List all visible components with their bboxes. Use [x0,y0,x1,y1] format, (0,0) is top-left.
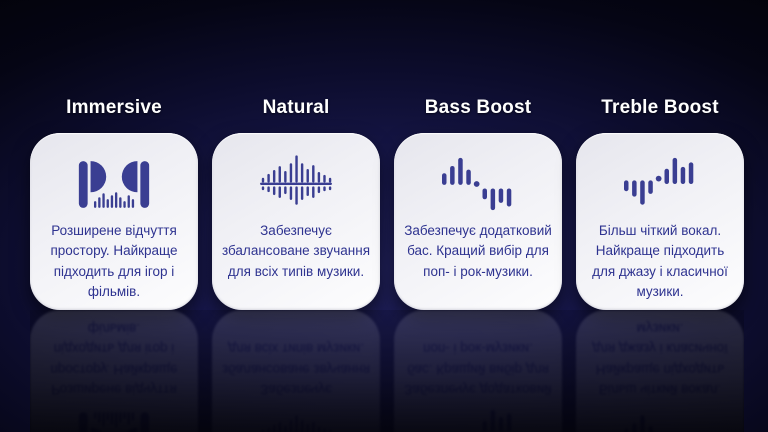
treble-boost-card[interactable]: Більш чіткий вокал. Найкраще підходить д… [576,133,744,310]
bass-boost-description: Забезпечує додатковий бас. Кращий вибір … [404,223,552,279]
immersive-description: Розширене відчуття простору. Найкраще пі… [50,223,178,299]
earbuds-immersive-icon [73,147,155,221]
sound-mode-treble-boost: Treble Boost [576,96,744,310]
sound-mode-immersive: Immersive [30,96,198,310]
immersive-card[interactable]: Розширене відчуття простору. Найкраще пі… [30,133,198,310]
bass-boost-waveform-icon [439,147,517,221]
natural-waveform-icon [259,147,333,221]
cards-reflection: Immersive [30,310,744,432]
treble-boost-title: Treble Boost [601,97,719,118]
cards-reflection-mirror: Immersive [30,310,744,432]
cards-row: Immersive [30,96,744,310]
natural-description: Забезпечує збалансоване звучання для всі… [221,223,371,279]
cards-reflection-fade [30,310,744,432]
natural-title: Natural [262,97,330,118]
treble-boost-description: Більш чіткий вокал. Найкраще підходить д… [592,223,728,299]
bass-boost-title: Bass Boost [424,97,532,118]
sound-mode-bass-boost: Bass Boost [394,96,562,310]
bass-boost-card[interactable]: Забезпечує додатковий бас. Кращий вибір … [394,133,562,310]
cards-row-anchor: Immersive [30,96,744,310]
natural-card[interactable]: Забезпечує збалансоване звучання для всі… [212,133,380,310]
treble-boost-waveform-icon [621,147,699,221]
sound-mode-natural: Natural [212,96,380,310]
immersive-title: Immersive [66,97,162,118]
